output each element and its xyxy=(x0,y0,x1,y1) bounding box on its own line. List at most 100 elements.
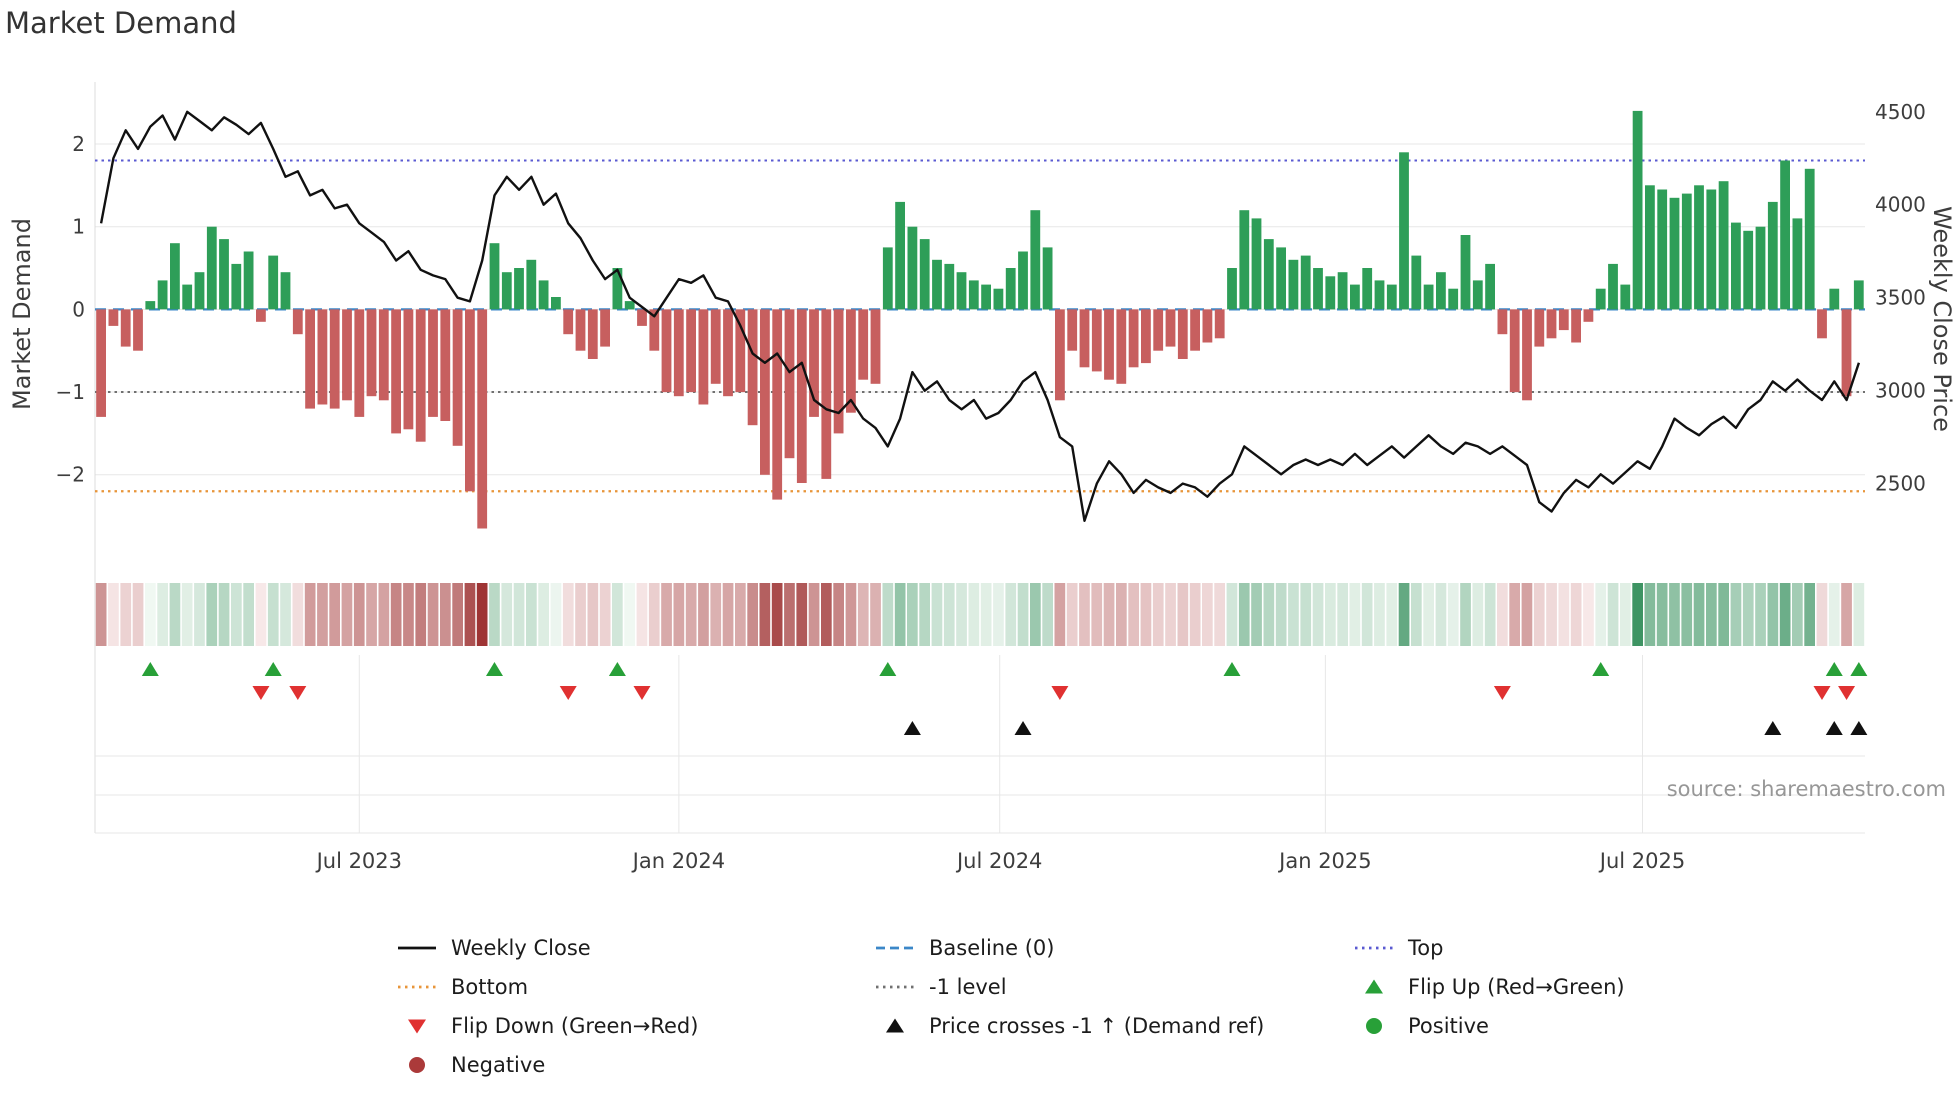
heatmap-cell xyxy=(698,583,709,646)
heatmap-cell xyxy=(513,583,525,646)
demand-bar xyxy=(157,280,168,310)
y-tick-label-right: 4000 xyxy=(1875,193,1926,217)
legend-label: Baseline (0) xyxy=(929,935,1055,960)
heatmap-cell xyxy=(1398,583,1410,646)
demand-bar xyxy=(1386,284,1397,310)
demand-bar xyxy=(305,309,315,409)
heatmap-cell xyxy=(821,583,832,646)
y-tick-label-right: 4500 xyxy=(1875,100,1926,124)
y-tick-label-right: 3500 xyxy=(1875,286,1926,310)
demand-bar xyxy=(1214,309,1225,339)
heatmap-cell xyxy=(440,583,451,646)
demand-bar xyxy=(1337,272,1348,310)
heatmap-cell xyxy=(1226,583,1238,646)
demand-bar xyxy=(882,247,893,310)
flip-up-marker xyxy=(879,662,897,676)
demand-bar xyxy=(1165,309,1176,347)
heatmap-cell xyxy=(882,583,894,646)
demand-bar xyxy=(846,309,856,413)
heatmap-cell xyxy=(108,583,119,646)
heatmap-cell xyxy=(943,583,955,646)
heatmap-cell xyxy=(735,583,746,646)
heatmap-cell xyxy=(710,583,722,646)
demand-bar xyxy=(526,259,537,310)
heatmap-cell xyxy=(366,583,377,646)
demand-bar xyxy=(1005,268,1016,310)
heatmap-cell xyxy=(1386,583,1398,646)
demand-bar xyxy=(637,309,647,326)
demand-bar xyxy=(1841,309,1852,397)
demand-bar xyxy=(1645,185,1655,310)
flip-up-marker xyxy=(608,662,626,676)
heatmap-cell xyxy=(132,583,144,646)
demand-bar xyxy=(1030,210,1041,310)
demand-bar xyxy=(1091,309,1102,372)
heatmap-cell xyxy=(1767,583,1779,646)
heatmap-cell xyxy=(1595,583,1607,646)
legend-label: Top xyxy=(1408,935,1444,960)
heatmap-cell xyxy=(1263,583,1275,646)
weekly-close-line-icon xyxy=(398,946,436,949)
heatmap-cell xyxy=(476,583,488,646)
heatmap-cell xyxy=(145,583,156,646)
demand-bar xyxy=(194,272,205,310)
heatmap-cell xyxy=(857,583,869,646)
demand-bar xyxy=(538,280,549,310)
negative-dot-icon xyxy=(409,1056,425,1073)
heatmap-cell xyxy=(181,583,193,646)
demand-bar xyxy=(329,309,340,409)
heatmap-cell xyxy=(1583,583,1594,646)
demand-bar xyxy=(1128,309,1139,368)
heatmap-cell xyxy=(931,583,943,646)
heatmap-cell xyxy=(1447,583,1459,646)
heatmap-cell xyxy=(1472,583,1484,646)
legend-label: Flip Up (Red→Green) xyxy=(1408,974,1625,999)
demand-bar xyxy=(231,263,242,310)
heatmap-cell xyxy=(1509,583,1520,646)
heatmap-cell xyxy=(1288,583,1299,646)
heatmap-cell xyxy=(1730,583,1742,646)
demand-bar xyxy=(1681,193,1692,310)
demand-bar xyxy=(1767,201,1778,310)
heatmap-cell xyxy=(1681,583,1693,646)
flip-down-marker xyxy=(1493,686,1511,700)
demand-bar xyxy=(919,239,930,310)
flip-up-triangle-icon xyxy=(1365,979,1383,993)
heatmap-cell xyxy=(599,583,611,646)
weekly-close-line xyxy=(99,110,1861,522)
heatmap-cell xyxy=(1693,583,1705,646)
demand-bar xyxy=(981,284,991,310)
demand-bar xyxy=(796,309,807,483)
heatmap-cell xyxy=(206,583,218,646)
legend-item-flip-down: Flip Down (Green→Red) xyxy=(395,1006,698,1045)
y-tick-label-left: −1 xyxy=(56,380,85,404)
heatmap-cell xyxy=(95,583,107,646)
demand-bar xyxy=(1141,309,1151,364)
heatmap-cell xyxy=(1546,583,1557,646)
flip-up-marker xyxy=(1223,662,1241,676)
demand-bar xyxy=(1804,168,1815,310)
legend-label: Weekly Close xyxy=(451,935,591,960)
heatmap-cell xyxy=(1706,583,1717,646)
heatmap-cell xyxy=(1325,583,1336,646)
demand-bar xyxy=(391,309,401,434)
heatmap-cell xyxy=(1816,583,1828,646)
heatmap-cell xyxy=(329,583,340,646)
demand-bar xyxy=(1509,309,1520,393)
heatmap-cell xyxy=(587,583,599,646)
demand-bar xyxy=(784,309,795,459)
heatmap-cell xyxy=(636,583,648,646)
heatmap-cell xyxy=(1030,583,1041,646)
demand-bar xyxy=(1755,226,1766,310)
demand-bar xyxy=(1411,255,1422,310)
demand-bar xyxy=(219,239,229,310)
demand-bar xyxy=(858,309,869,380)
demand-bar xyxy=(133,309,143,351)
demand-bar xyxy=(673,309,684,397)
heatmap-cell xyxy=(1152,583,1164,646)
demand-bar xyxy=(1448,288,1459,310)
demand-bar xyxy=(1177,309,1188,359)
demand-bar xyxy=(489,243,500,310)
source-attribution: source: sharemaestro.com xyxy=(1666,777,1946,801)
